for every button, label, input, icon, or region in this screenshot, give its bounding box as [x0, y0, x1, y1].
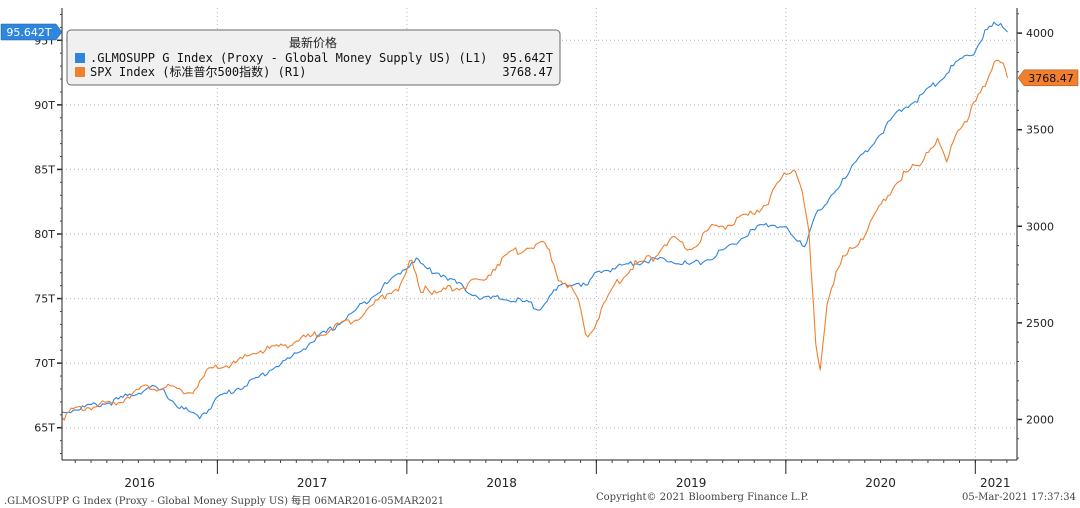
series-line-spxindex — [61, 59, 1009, 421]
legend[interactable]: 最新价格 .GLMOSUPP G Index (Proxy - Global M… — [66, 29, 561, 86]
spx-series — [61, 59, 1009, 421]
x-tick-label-0: 2016 — [124, 476, 155, 490]
series-line-glmosuppgindex — [61, 21, 1008, 420]
x-tick-label-4: 2020 — [865, 476, 896, 490]
right-tick-label-3: 3500 — [1026, 124, 1054, 137]
right-last-value-marker — [1017, 69, 1079, 87]
chart: 65T70T75T80T85T90T95T2000250030003500400… — [0, 8, 1079, 490]
legend-value-money-supply: 95.642T — [502, 51, 553, 65]
left-tick-label-5: 90T — [34, 99, 55, 112]
left-last-value-marker — [0, 23, 63, 41]
footer-timestamp: 05-Mar-2021 17:37:34 — [961, 492, 1076, 503]
legend-swatch-orange — [75, 67, 85, 77]
x-tick-label-1: 2017 — [297, 476, 328, 490]
footer-series-info: .GLMOSUPP G Index (Proxy - Global Money … — [4, 496, 445, 507]
money-supply-series — [61, 21, 1008, 420]
legend-value-spx: 3768.47 — [502, 65, 553, 79]
legend-title: 最新价格 — [289, 35, 337, 50]
x-tick-label-5: 2021 — [980, 476, 1011, 490]
right-last-value-label: 3768.47 — [1028, 72, 1074, 85]
left-last-value-label: 95.642T — [6, 26, 51, 39]
legend-swatch-blue — [75, 53, 85, 63]
left-tick-label-2: 75T — [34, 293, 55, 306]
left-tick-label-0: 65T — [34, 422, 55, 435]
right-tick-label-4: 4000 — [1026, 27, 1054, 40]
left-tick-label-3: 80T — [34, 228, 55, 241]
right-tick-label-1: 2500 — [1026, 317, 1054, 330]
left-tick-label-4: 85T — [34, 163, 55, 176]
x-tick-label-2: 2018 — [486, 476, 517, 490]
legend-entry-spx: SPX Index (标准普尔500指数) (R1) — [90, 64, 307, 79]
left-tick-label-1: 70T — [34, 357, 55, 370]
right-tick-label-2: 3000 — [1026, 220, 1054, 233]
grid — [62, 8, 1017, 460]
legend-entry-money-supply: .GLMOSUPP G Index (Proxy - Global Money … — [90, 51, 487, 65]
footer-copyright: Copyright© 2021 Bloomberg Finance L.P. — [596, 492, 809, 503]
x-tick-label-3: 2019 — [676, 476, 707, 490]
right-tick-label-0: 2000 — [1026, 413, 1054, 426]
axes: 65T70T75T80T85T90T95T2000250030003500400… — [34, 8, 1054, 490]
